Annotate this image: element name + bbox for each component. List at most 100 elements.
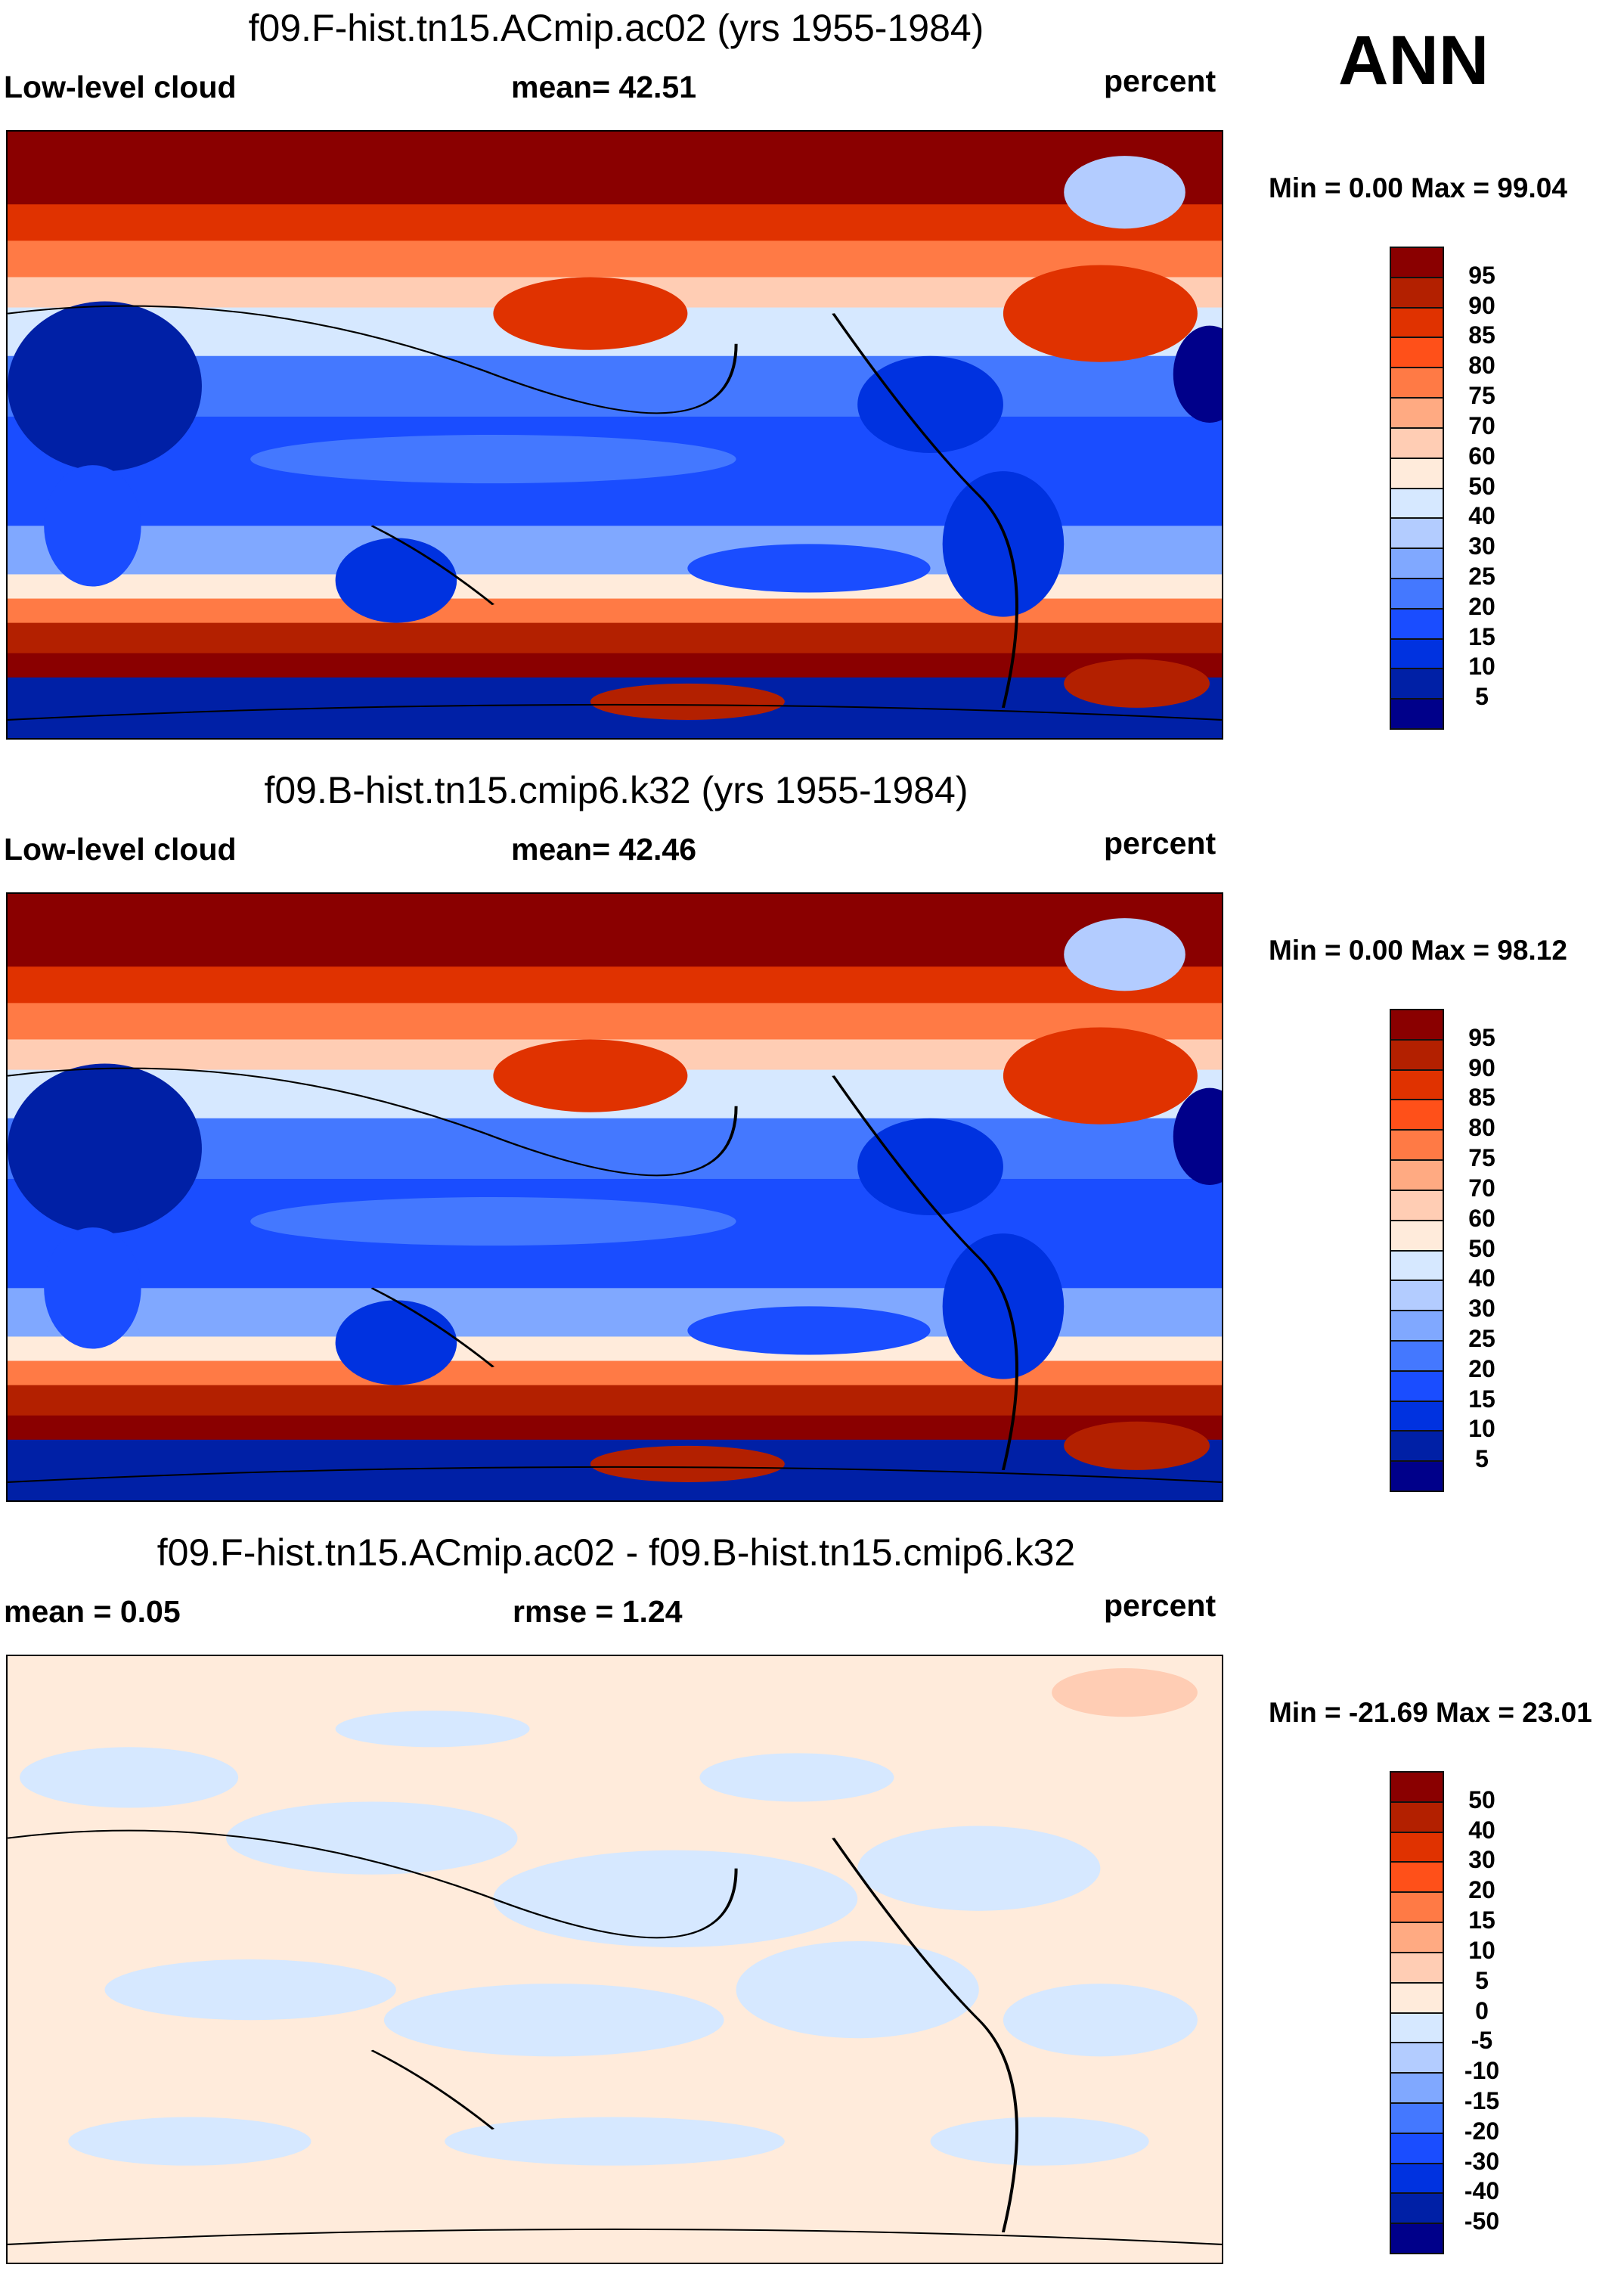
cloud-band: [8, 240, 1222, 279]
difference-region: [104, 1959, 396, 2021]
colorbar-box: [1390, 2102, 1444, 2134]
colorbar-box: [1390, 1831, 1444, 1863]
contour-map: [6, 1655, 1223, 2264]
coastline: [8, 305, 1222, 721]
cloud-band: [8, 653, 1222, 680]
colorbar-box: [1390, 1280, 1444, 1312]
colorbar-tick-label: 75: [1468, 1144, 1495, 1172]
colorbar-tick-label: -20: [1464, 2117, 1500, 2145]
colorbar-tick-label: 5: [1475, 683, 1489, 711]
colorbar-box: [1390, 367, 1444, 399]
colorbar-tick-label: -10: [1464, 2057, 1500, 2085]
units-label: percent: [1104, 826, 1216, 861]
colorbar-box: [1390, 276, 1444, 309]
colorbar-box: [1390, 577, 1444, 610]
colorbar-tick-label: 40: [1468, 1816, 1495, 1844]
min-max-label: Min = 0.00 Max = 98.12: [1269, 935, 1567, 966]
colorbar-tick-label: 10: [1468, 1415, 1495, 1443]
panel-title: f09.B-hist.tn15.cmip6.k32 (yrs 1955-1984…: [264, 769, 969, 811]
colorbar-tick-label: 15: [1468, 1385, 1495, 1413]
difference-region: [930, 2117, 1149, 2166]
colorbar-box: [1390, 1861, 1444, 1894]
colorbar-tick-label: 10: [1468, 653, 1495, 681]
colorbar-box: [1390, 1430, 1444, 1463]
colorbar-box: [1390, 2162, 1444, 2195]
panel-title: f09.F-hist.tn15.ACmip.ac02 (yrs 1955-198…: [248, 7, 984, 49]
colorbar-tick-label: 30: [1468, 1295, 1495, 1323]
colorbar-tick-label: 90: [1468, 1053, 1495, 1081]
colorbar-box: [1390, 1771, 1444, 1803]
colorbar-box: [1390, 306, 1444, 339]
coastline: [8, 1067, 1222, 1483]
contour-map: [6, 892, 1223, 1502]
colorbar-tick-label: -30: [1464, 2147, 1500, 2175]
cloud-band: [8, 132, 1222, 206]
difference-region: [383, 1984, 724, 2057]
colorbar-box: [1390, 1339, 1444, 1372]
land-region: [8, 1063, 202, 1234]
difference-region: [20, 1747, 239, 1808]
colorbar-box: [1390, 1219, 1444, 1252]
colorbar-box: [1390, 2223, 1444, 2254]
colorbar-tick-label: 10: [1468, 1936, 1495, 1964]
colorbar-box: [1390, 1129, 1444, 1162]
colorbar-tick-label: 50: [1468, 1234, 1495, 1262]
season-label: ANN: [1338, 22, 1489, 99]
difference-region: [736, 1940, 979, 2039]
colorbar-box: [1390, 2042, 1444, 2074]
center-label: mean= 42.51: [511, 70, 697, 104]
colorbar-box: [1390, 607, 1444, 640]
colorbar-box: [1390, 397, 1444, 429]
colorbar-box: [1390, 1069, 1444, 1101]
colorbar-tick-label: 30: [1468, 532, 1495, 560]
colorbar-box: [1390, 1009, 1444, 1041]
colorbar-tick-label: 20: [1468, 1876, 1495, 1904]
colorbar-tick-label: 30: [1468, 1846, 1495, 1874]
cloud-band: [8, 894, 1222, 969]
colorbar-tick-label: 0: [1475, 1996, 1489, 2024]
colorbar-tick-label: 5: [1475, 1966, 1489, 1994]
colorbar-tick-label: 70: [1468, 1174, 1495, 1202]
colorbar-box: [1390, 1038, 1444, 1071]
cloud-band: [8, 966, 1222, 1005]
cloud-band: [8, 1003, 1222, 1041]
colorbar-tick-label: 75: [1468, 382, 1495, 410]
colorbar-box: [1390, 1099, 1444, 1131]
colorbar-box: [1390, 1460, 1444, 1492]
units-label: percent: [1104, 1588, 1216, 1623]
colorbar-box: [1390, 1400, 1444, 1432]
units-label: percent: [1104, 64, 1216, 98]
difference-region: [335, 1711, 530, 1748]
left-label: mean = 0.05: [4, 1594, 181, 1629]
cloud-band: [8, 355, 1222, 419]
colorbar-box: [1390, 1249, 1444, 1282]
colorbar-box: [1390, 1922, 1444, 1953]
colorbar-tick-label: -50: [1464, 2207, 1500, 2235]
contour-map: [6, 130, 1223, 740]
colorbar-box: [1390, 637, 1444, 670]
difference-region: [226, 1801, 518, 1875]
colorbar-tick-label: 95: [1468, 1023, 1495, 1051]
colorbar-box: [1390, 457, 1444, 489]
colorbar-box: [1390, 2072, 1444, 2104]
colorbar-box: [1390, 1801, 1444, 1833]
colorbar-tick-label: 95: [1468, 261, 1495, 289]
colorbar-tick-label: 40: [1468, 502, 1495, 530]
cloud-band: [8, 598, 1222, 625]
difference-region: [68, 2117, 311, 2166]
colorbar-tick-label: 20: [1468, 1354, 1495, 1382]
colorbar-box: [1390, 337, 1444, 369]
difference-region: [857, 1826, 1101, 1911]
colorbar-tick-label: 85: [1468, 321, 1495, 349]
colorbar-tick-label: 20: [1468, 592, 1495, 620]
difference-region: [493, 1850, 858, 1947]
center-label: rmse = 1.24: [513, 1594, 683, 1629]
colorbar-tick-label: -15: [1464, 2086, 1500, 2114]
colorbar-tick-label: 25: [1468, 1324, 1495, 1352]
colorbar-box: [1390, 1310, 1444, 1342]
colorbar-box: [1390, 2132, 1444, 2164]
colorbar-box: [1390, 698, 1444, 730]
colorbar-box: [1390, 1189, 1444, 1221]
colorbar-box: [1390, 487, 1444, 520]
colorbar-box: [1390, 2192, 1444, 2225]
